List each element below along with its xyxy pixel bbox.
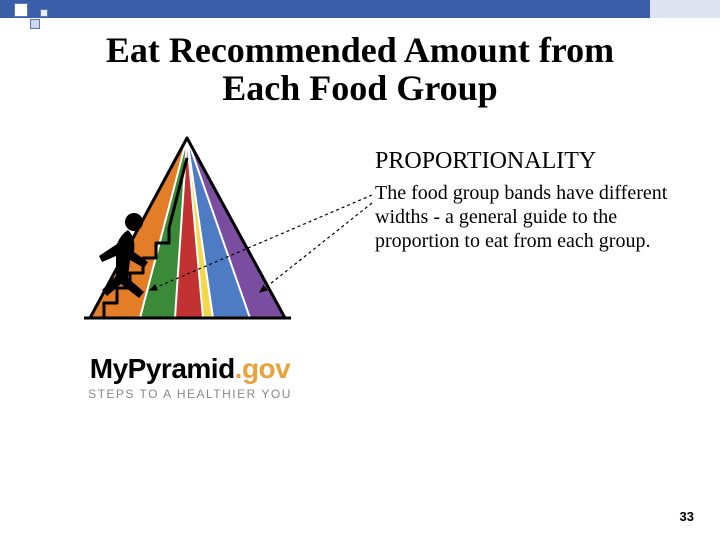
top-bar-end	[650, 0, 720, 18]
top-bar	[0, 0, 720, 18]
title-line-1: Eat Recommended Amount from	[0, 32, 720, 70]
logo-my: My	[90, 353, 128, 384]
logo-subtitle: STEPS TO A HEALTHIER YOU	[40, 387, 340, 401]
title-line-2: Each Food Group	[0, 70, 720, 108]
top-bar-main	[0, 0, 650, 18]
logo-gov: .gov	[235, 353, 291, 384]
proportionality-heading: PROPORTIONALITY	[375, 148, 695, 175]
corner-decoration	[14, 3, 54, 33]
page-number: 33	[680, 509, 694, 524]
logo-main: MyPyramid.gov	[40, 353, 340, 385]
proportionality-body: The food group bands have different widt…	[375, 181, 695, 253]
mypyramid-logo-text: MyPyramid.gov STEPS TO A HEALTHIER YOU	[40, 353, 340, 401]
text-block: PROPORTIONALITY The food group bands hav…	[375, 148, 695, 253]
pyramid-svg	[45, 128, 345, 348]
logo-pyramid: Pyramid	[128, 353, 235, 384]
slide-title: Eat Recommended Amount from Each Food Gr…	[0, 32, 720, 108]
